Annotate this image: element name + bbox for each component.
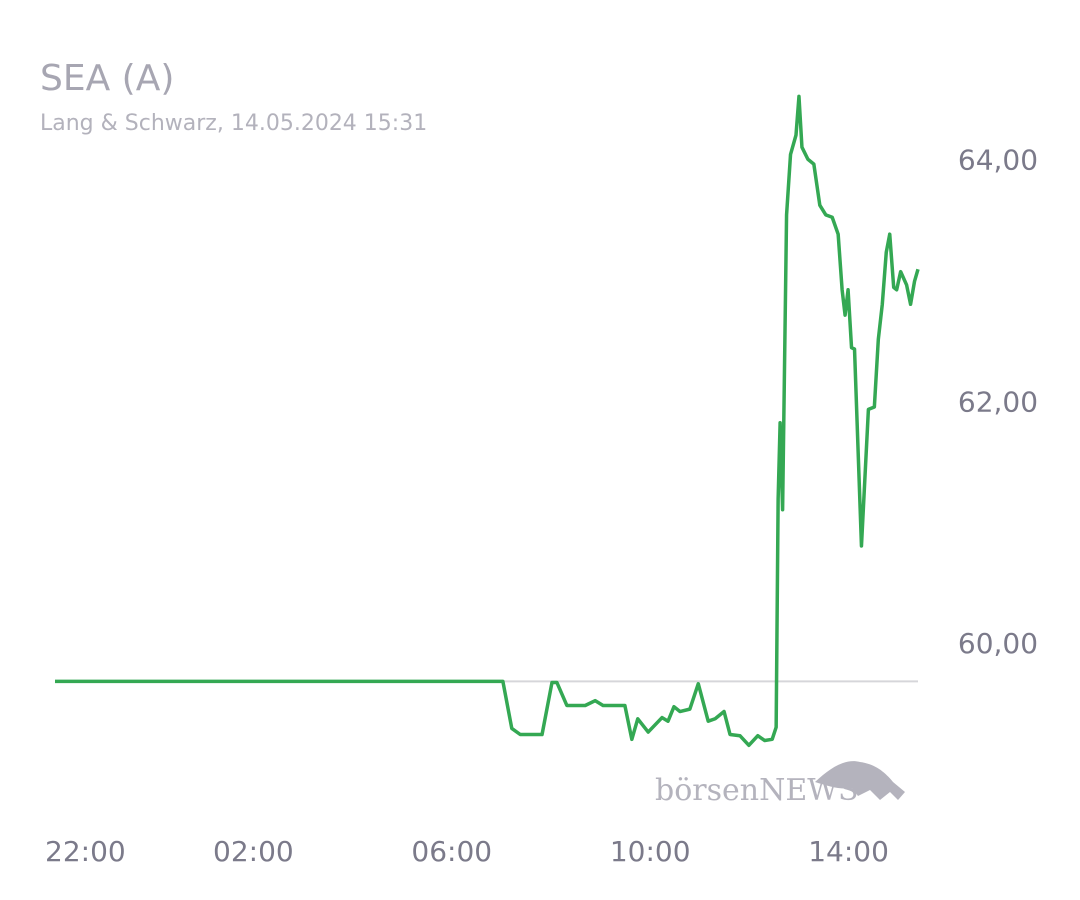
x-tick-label: 02:00 — [213, 835, 294, 868]
price-line — [55, 94, 920, 748]
x-tick-label: 06:00 — [411, 835, 492, 868]
chart-subtitle: Lang & Schwarz, 14.05.2024 15:31 — [40, 111, 427, 136]
watermark-bull — [815, 761, 905, 800]
chart-title: SEA (A) — [40, 58, 174, 99]
x-tick-label: 22:00 — [45, 835, 126, 868]
y-tick-label: 62,00 — [958, 385, 1038, 418]
y-tick-label: 64,00 — [958, 144, 1038, 177]
x-tick-label: 10:00 — [610, 835, 691, 868]
y-tick-label: 60,00 — [958, 627, 1038, 660]
x-tick-label: 14:00 — [808, 835, 889, 868]
